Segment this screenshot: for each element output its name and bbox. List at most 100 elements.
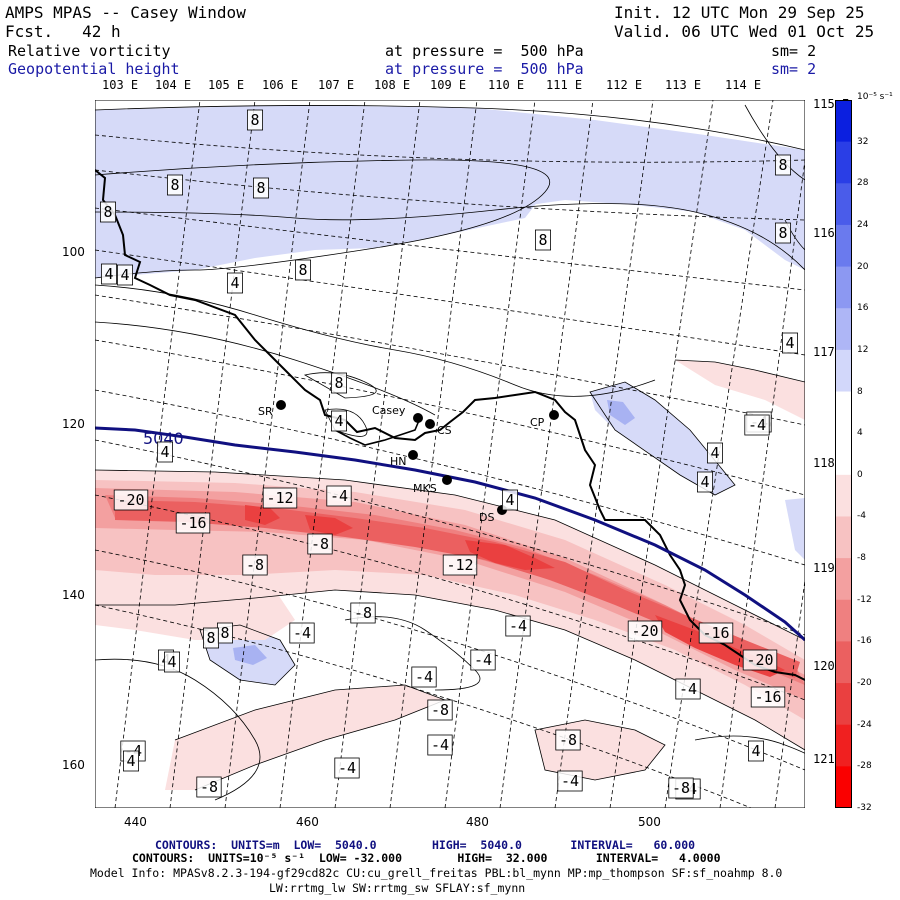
contour-label: -4 [330,487,348,505]
valid-time: Valid. 06 UTC Wed 01 Oct 25 [614,22,875,41]
y-tick: 140 [62,588,85,602]
colorbar-segment [835,641,852,684]
station-dot [442,475,452,485]
contour-label-box [627,620,663,642]
colorbar-label: -20 [857,678,872,689]
station-label: MKS [413,482,437,495]
contour-label: 4 [230,274,239,292]
colorbar-label: -8 [857,553,866,564]
colorbar-segment [835,683,852,726]
colorbar-label: 20 [857,261,869,272]
contour-label-box [252,177,269,199]
coastline [95,169,805,681]
contour-label: -4 [415,668,433,686]
contour-label: 4 [104,265,113,283]
colorbar-segment [835,724,852,767]
contour-label-box [748,740,765,762]
colorbar-label: -32 [857,803,872,813]
contour-label: 4 [120,266,129,284]
lon-label: 110 E [488,78,525,92]
contour-label-box [675,678,701,700]
colorbar-label: -24 [857,719,872,730]
contour-label-box [167,174,184,196]
contour-label: 8 [206,629,215,647]
contour-label-box [164,651,181,673]
y-tick: 160 [62,758,85,772]
contour-label: 4 [505,491,514,509]
colorbar-label: -16 [857,636,872,647]
x-tick: 460 [296,815,319,829]
contour-label-box [334,757,360,779]
contour-label-box [442,554,478,576]
contour-label-box [289,622,315,644]
contour-label: -20 [746,651,773,669]
colorbar-segment [835,266,852,309]
contour-label-box [226,272,243,294]
contour-label: -20 [117,491,144,509]
contour-label-box [113,489,149,511]
contour-label: -8 [672,779,690,797]
contour-label: -4 [509,617,527,635]
contour-label: 8 [220,624,229,642]
field1-smooth: sm= 2 [771,42,817,60]
colorbar-label: 16 [857,303,869,314]
contour-label: 8 [778,224,787,242]
plot-title: AMPS MPAS -- Casey Window [5,3,246,22]
contour-label-box [707,442,724,464]
contour-label-box [750,686,786,708]
station-dot [408,450,418,460]
x-tick: 440 [124,815,147,829]
contour-label-box [242,554,268,576]
vorticity-contours [95,104,805,801]
footer-model-info: Model Info: MPASv8.2.3-194-gf29cd82c CU:… [90,866,783,880]
contour-label-box [116,264,133,286]
height-contour-5040 [95,426,805,642]
contour-label: 8 [538,231,547,249]
contour-label-box [411,666,437,688]
contour-label: 8 [298,261,307,279]
contour-label: -4 [293,624,311,642]
contour-label-box [122,750,139,772]
contour-label-box [307,533,333,555]
contour-label: -4 [561,772,579,790]
contour-label: -16 [179,514,206,532]
x-tick: 500 [638,815,661,829]
contour-label: -12 [266,489,293,507]
contour-label: -4 [748,416,766,434]
field2-smooth: sm= 2 [771,60,817,78]
lon-label: 108 E [374,78,411,92]
contour-label-box [262,487,298,509]
contour-label: -16 [754,688,781,706]
contour-label-box [427,734,453,756]
colorbar-label: 32 [857,136,869,147]
contour-label: -16 [702,624,729,642]
contour-label: 4 [751,742,760,760]
contour-label: -4 [431,736,449,754]
contour-label: 4 [710,444,719,462]
contour-label-box [782,332,799,354]
field1-level: at pressure = 500 hPa [385,42,584,60]
contour-label-box [698,622,734,644]
lon-label: 105 E [208,78,245,92]
contour-label: -8 [559,731,577,749]
colorbar-label: 0 [857,469,863,480]
contour-label: 4 [167,653,176,671]
lon-label: 103 E [102,78,139,92]
contour-label-box [330,372,347,394]
station-dot [425,419,435,429]
colorbar-segment [835,183,852,226]
contour-label-box [775,154,792,176]
height-contour-label: 5040 [143,429,184,448]
contour-label: 8 [256,179,265,197]
contour-label-box [742,649,778,671]
colorbar-segment [835,349,852,393]
colorbar [835,100,852,808]
field2-name: Geopotential height [8,60,180,78]
contour-label-box [203,627,220,649]
colorbar-segment [835,766,852,808]
colorbar-segment [835,433,852,476]
contour-label-box [555,729,581,751]
colorbar-segment [835,558,852,601]
contour-label-box [350,602,376,624]
contour-labels: 88888888448444444484-4-20-16-12-4-8-12-8… [100,109,799,800]
